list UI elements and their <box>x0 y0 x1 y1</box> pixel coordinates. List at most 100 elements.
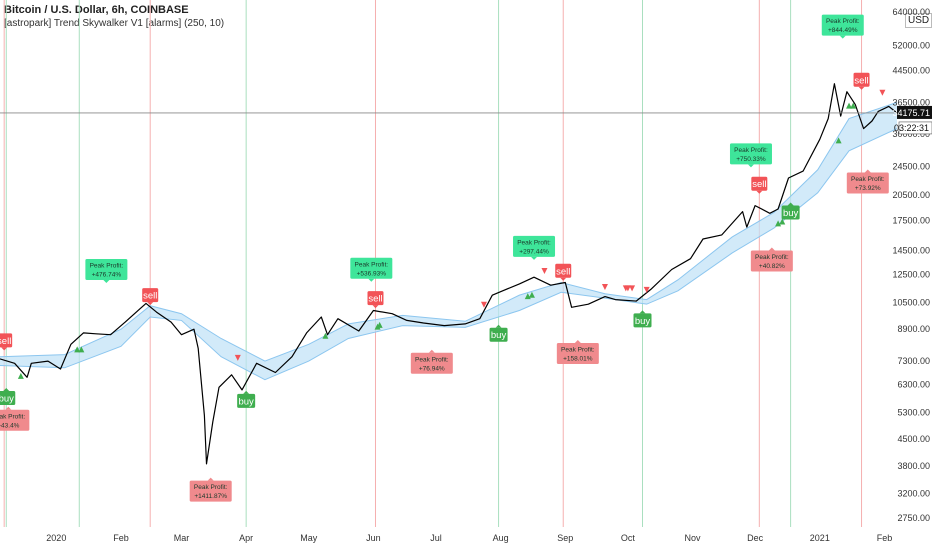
y-tick-label: 17500.00 <box>892 216 930 226</box>
y-tick-label: 14500.00 <box>892 246 930 256</box>
up-triangle-icon <box>835 137 842 144</box>
sell-signal-box <box>367 291 384 306</box>
peak-profit-box <box>350 257 393 279</box>
price-badge-box <box>897 105 932 119</box>
indicator-label[interactable]: [astropark] Trend Skywalker V1 [alarms] … <box>4 18 225 29</box>
y-tick-label: 36500.00 <box>892 97 930 107</box>
sell-signal-label: sell <box>0 336 11 347</box>
peak-profit-box <box>410 352 453 374</box>
peak-profit-box <box>189 480 232 502</box>
buy-signal-label: buy <box>238 396 254 407</box>
buy-signal: buy <box>633 310 652 328</box>
down-triangle-icon <box>601 284 608 291</box>
x-tick-label: Nov <box>685 533 702 543</box>
down-triangle-icon <box>624 285 631 292</box>
buy-signal-box <box>781 205 800 220</box>
trend-band-fill <box>0 102 897 380</box>
peak-profit-label: Peak Profit: +1411.87% <box>189 477 232 502</box>
peak-profit-label: Peak Profit: +158.01% <box>556 340 599 365</box>
y-tick-label: 10500.00 <box>892 298 930 308</box>
y-tick-label: 24500.00 <box>892 161 930 171</box>
sell-signal: sell <box>853 72 870 90</box>
buy-signal-label: buy <box>635 316 651 327</box>
sell-signal-box <box>0 333 13 348</box>
x-tick-label: May <box>300 533 318 543</box>
y-tick-label: 3200.00 <box>897 489 930 499</box>
x-tick-label: Dec <box>747 533 764 543</box>
up-triangle-icon <box>779 218 786 225</box>
peak-profit-box <box>821 14 864 36</box>
buy-signal: buy <box>489 324 508 342</box>
up-triangle-icon <box>528 291 535 298</box>
sell-signal-box <box>555 263 572 278</box>
peak-profit-title: Peak Profit: <box>755 254 789 261</box>
y-tick-label: 8900.00 <box>897 324 930 334</box>
peak-profit-pointer <box>747 164 754 168</box>
peak-profit-title: Peak Profit: <box>517 239 551 246</box>
buy-signal-label: buy <box>491 330 507 341</box>
peak-profit-pointer <box>207 477 214 481</box>
peak-profit-pointer <box>428 349 435 353</box>
sell-signal-label: sell <box>368 294 382 305</box>
y-tick-label: 5300.00 <box>897 408 930 418</box>
down-triangle-icon <box>480 301 487 308</box>
x-tick-label: 2020 <box>46 533 66 543</box>
peak-profit-label: Peak Profit: +844.49% <box>821 14 864 39</box>
peak-profit-label: Peak Profit: +40.82% <box>750 247 793 272</box>
up-triangle-icon <box>850 102 857 109</box>
up-triangle-icon <box>846 102 853 109</box>
sell-pointer <box>560 277 567 281</box>
x-tick-label: Jun <box>366 533 381 543</box>
x-tick-label: Aug <box>493 533 509 543</box>
buy-signal-label: buy <box>783 208 799 219</box>
peak-profit-box <box>0 409 30 431</box>
down-triangle-icon <box>629 285 636 292</box>
up-triangle-icon <box>322 332 329 339</box>
peak-profit-value: +158.01% <box>563 356 593 363</box>
y-tick-label: 7300.00 <box>897 356 930 366</box>
up-triangle-icon <box>775 220 782 227</box>
buy-pointer <box>495 324 502 328</box>
peak-profit-value: +1411.87% <box>194 493 227 500</box>
buy-pointer <box>243 390 250 394</box>
up-triangle-icon <box>74 346 81 353</box>
x-tick-label: Mar <box>174 533 190 543</box>
sell-pointer <box>756 190 763 194</box>
peak-profit-title: Peak Profit: <box>90 263 124 270</box>
y-tick-label: 3800.00 <box>897 461 930 471</box>
x-tick-label: 2021 <box>810 533 830 543</box>
sell-signal: sell <box>367 291 384 309</box>
buy-pointer <box>3 388 10 392</box>
sell-signal: sell <box>0 333 13 351</box>
peak-profit-box <box>85 259 128 281</box>
y-tick-label: 2750.00 <box>897 513 930 523</box>
peak-profit-value: +476.74% <box>92 272 122 279</box>
peak-profit-value: +844.49% <box>828 27 858 34</box>
sell-pointer <box>1 347 8 351</box>
peak-profit-box <box>729 143 772 165</box>
peak-profit-box <box>513 235 556 257</box>
sell-signal-box <box>751 176 768 191</box>
peak-profit-label: Peak Profit: +76.94% <box>410 349 453 374</box>
down-triangle-icon <box>541 268 548 275</box>
x-tick-label: Jul <box>430 533 442 543</box>
sell-signal-box <box>142 288 159 303</box>
y-tick-label: 4500.00 <box>897 434 930 444</box>
peak-profit-title: Peak Profit: <box>734 147 768 154</box>
peak-profit-title: Peak Profit: <box>826 18 860 25</box>
sell-signal-label: sell <box>752 179 766 190</box>
buy-signal: buy <box>0 388 16 406</box>
x-tick-label: Apr <box>239 533 253 543</box>
chart-title: Bitcoin / U.S. Dollar, 6h, COINBASE <box>4 4 189 16</box>
up-triangle-icon <box>376 321 383 328</box>
sell-signal-box <box>853 72 870 87</box>
sell-signal-label: sell <box>556 266 570 277</box>
sell-signal: sell <box>555 263 572 281</box>
peak-profit-label: Peak Profit: +536.93% <box>350 257 393 282</box>
y-tick-label: 20500.00 <box>892 190 930 200</box>
peak-profit-title: Peak Profit: <box>851 176 885 183</box>
peak-profit-title: Peak Profit: <box>0 413 25 420</box>
peak-profit-pointer <box>531 256 538 260</box>
peak-profit-box <box>556 343 599 365</box>
